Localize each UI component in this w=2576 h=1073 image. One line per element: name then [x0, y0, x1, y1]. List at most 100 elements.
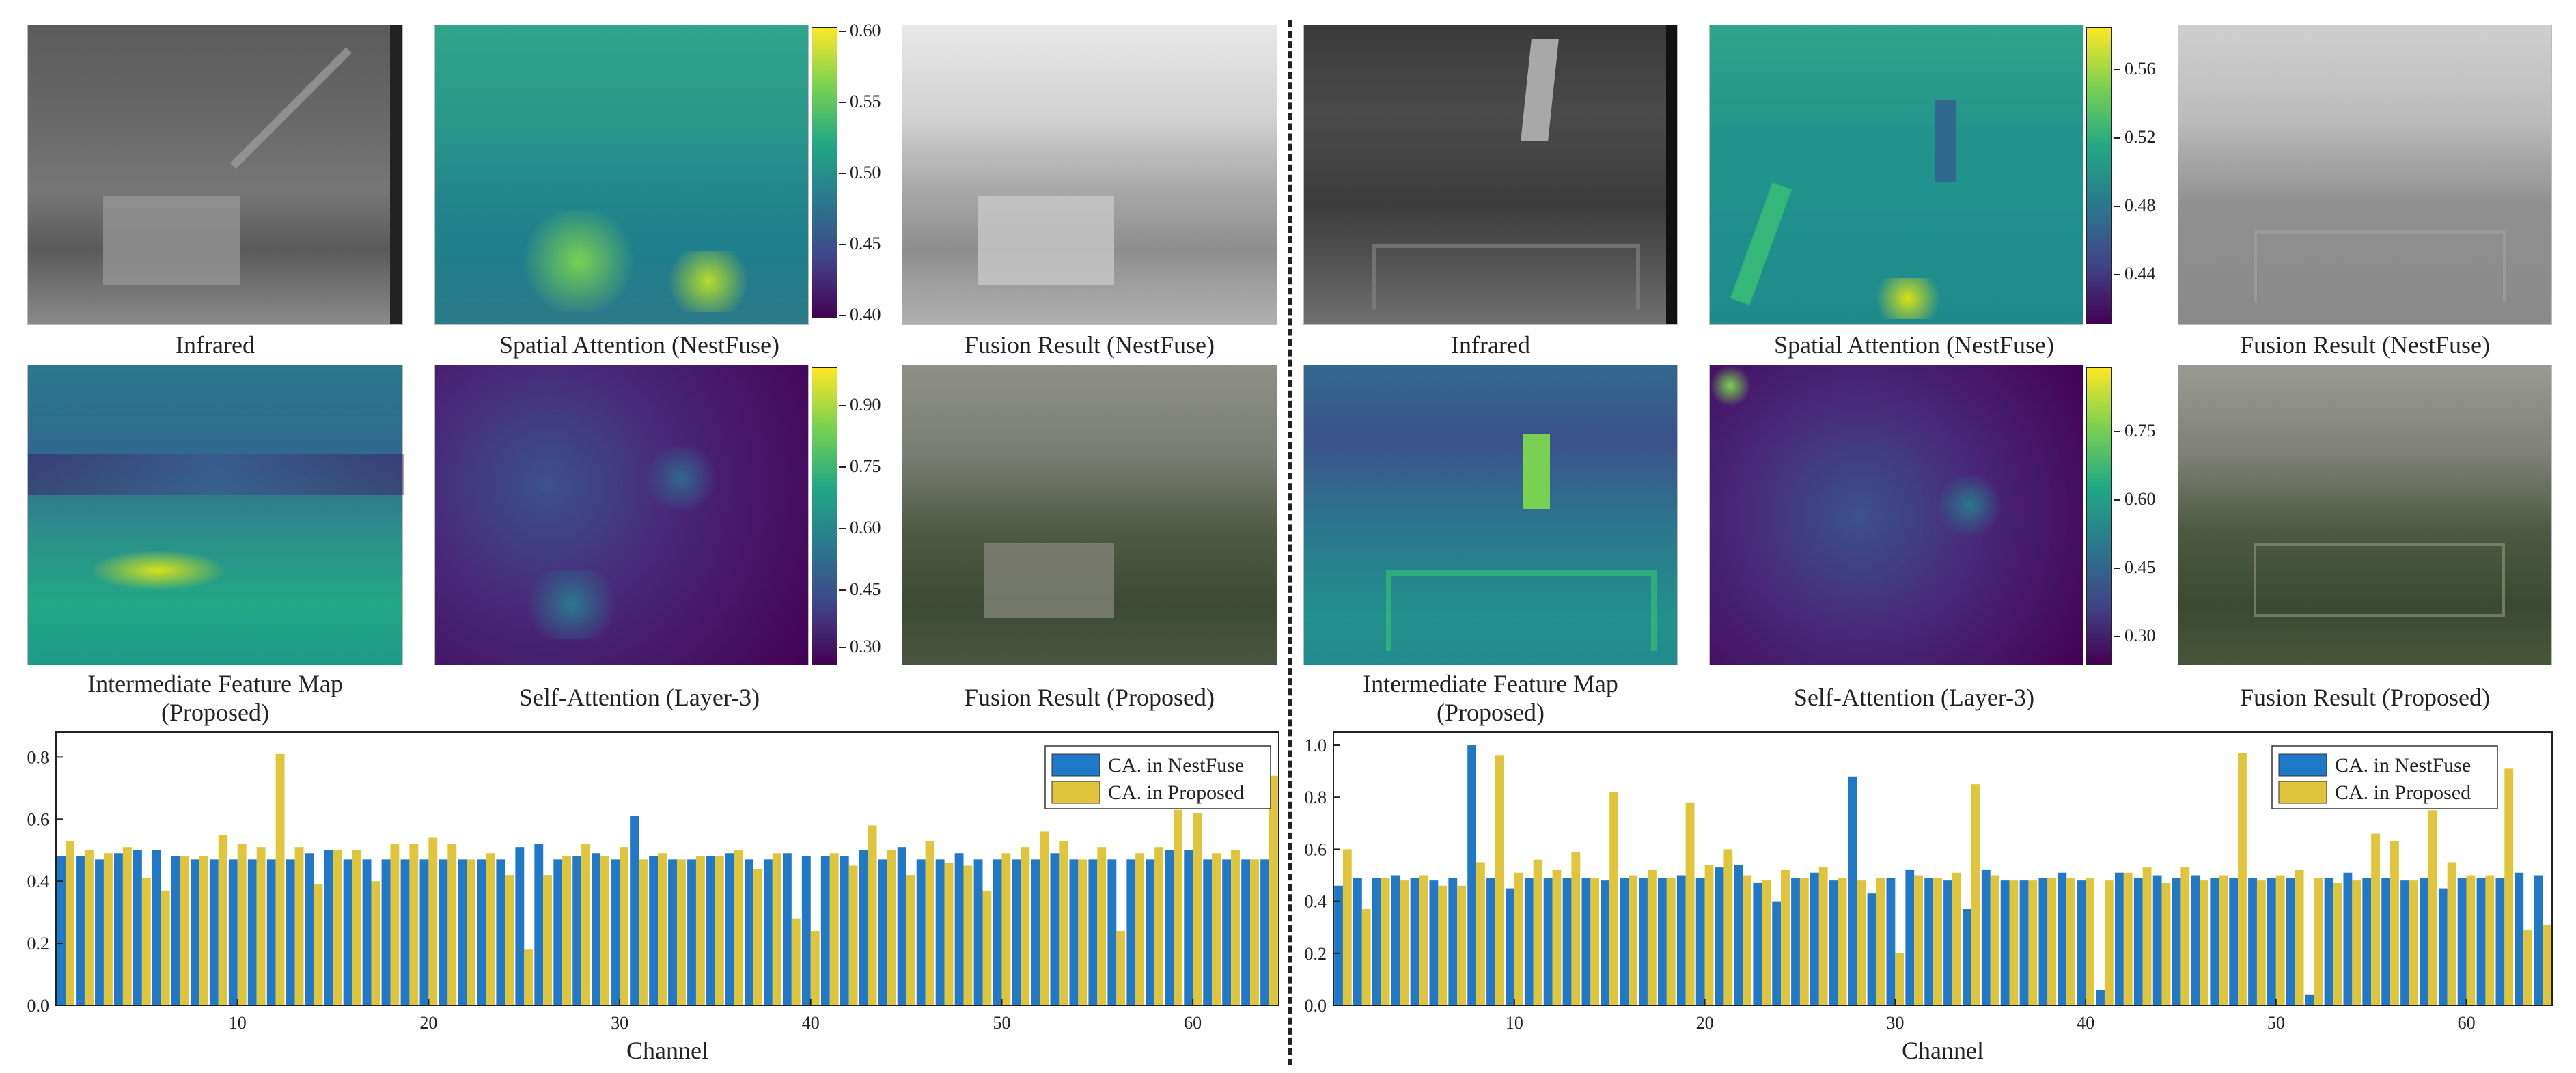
bar-nestfuse — [897, 847, 906, 1005]
bar-proposed — [1438, 885, 1448, 1005]
bar-proposed — [275, 753, 285, 1005]
bar-proposed — [2466, 875, 2476, 1005]
bar-nestfuse — [706, 856, 715, 1005]
x-tick-label: 20 — [419, 1013, 437, 1033]
x-tick-label: 20 — [1696, 1013, 1714, 1033]
bar-proposed — [256, 847, 266, 1005]
bar-proposed — [791, 918, 801, 1005]
plot-frame — [1333, 731, 2553, 1006]
bar-proposed — [2104, 880, 2114, 1005]
bar-proposed — [1914, 875, 1924, 1005]
bar-nestfuse — [1772, 901, 1782, 1005]
bar-proposed — [1552, 869, 1562, 1005]
caption-fusion-nestfuse-left: Fusion Result (NestFuse) — [964, 331, 1215, 359]
bar-proposed — [2086, 878, 2094, 1005]
bar-nestfuse — [1165, 850, 1174, 1005]
bar-proposed — [1174, 809, 1183, 1005]
legend: CA. in NestFuse CA. in Proposed — [1044, 745, 1271, 809]
bar-nestfuse — [1031, 859, 1040, 1005]
y-tick-label: 0.6 — [1305, 839, 1327, 859]
bar-nestfuse — [668, 859, 677, 1005]
infrared-image-right — [1303, 25, 1678, 325]
fusion-result-proposed-right — [2178, 365, 2552, 665]
bar-nestfuse — [801, 856, 811, 1005]
bar-nestfuse — [2058, 872, 2067, 1005]
bar-proposed — [2352, 880, 2362, 1005]
legend-swatch-proposed — [1051, 781, 1100, 804]
colorbar-right-top — [2086, 27, 2112, 324]
colorbar-left-top — [812, 27, 837, 318]
bar-proposed — [1723, 849, 1733, 1005]
colorbar-tick: 0.50 — [839, 163, 881, 182]
bar-proposed — [428, 837, 438, 1005]
bar-proposed — [1666, 878, 1676, 1005]
bar-proposed — [2333, 882, 2342, 1005]
section-divider — [1288, 20, 1292, 1065]
bar-proposed — [2200, 880, 2209, 1005]
bar-proposed — [1838, 878, 1847, 1005]
bar-nestfuse — [572, 856, 582, 1005]
bar-nestfuse — [400, 859, 410, 1005]
bar-nestfuse — [1676, 875, 1686, 1005]
bar-nestfuse — [190, 859, 199, 1005]
y-tick-label: 0.8 — [27, 747, 50, 767]
bar-nestfuse — [1962, 909, 1971, 1005]
bar-nestfuse — [1829, 880, 1838, 1005]
bar-proposed — [1040, 831, 1049, 1005]
bar-proposed — [1895, 953, 1905, 1005]
bar-nestfuse — [1069, 859, 1079, 1005]
bar-proposed — [1231, 850, 1240, 1005]
x-tick-label: 50 — [993, 1013, 1010, 1033]
colorbar-left-bottom — [812, 367, 837, 665]
bar-proposed — [944, 862, 954, 1005]
bar-proposed — [1704, 865, 1714, 1005]
bar-nestfuse — [57, 856, 66, 1005]
bar-nestfuse — [649, 856, 659, 1005]
bar-nestfuse — [95, 859, 104, 1005]
x-tick-label: 10 — [1506, 1013, 1523, 1033]
y-tick-label: 0.8 — [1305, 788, 1327, 807]
bar-nestfuse — [2457, 878, 2467, 1005]
bar-proposed — [1571, 852, 1581, 1005]
bar-proposed — [122, 847, 132, 1005]
x-tick-label: 40 — [2077, 1013, 2094, 1033]
colorbar-tick: 0.60 — [839, 20, 881, 40]
bar-proposed — [658, 853, 667, 1005]
bar-proposed — [1021, 847, 1030, 1005]
bar-proposed — [1685, 802, 1695, 1005]
bar-nestfuse — [1184, 850, 1193, 1005]
colorbar-tick: 0.52 — [2114, 127, 2156, 147]
bar-proposed — [810, 930, 820, 1005]
bar-nestfuse — [1695, 878, 1705, 1005]
bar-nestfuse — [1448, 878, 1458, 1005]
bar-nestfuse — [1848, 776, 1857, 1005]
bar-proposed — [2219, 875, 2228, 1005]
bar-proposed — [1990, 875, 1999, 1005]
bar-proposed — [218, 835, 227, 1005]
bar-nestfuse — [2419, 878, 2428, 1005]
bar-proposed — [1743, 875, 1752, 1005]
bar-proposed — [2009, 880, 2019, 1005]
bar-nestfuse — [1410, 878, 1419, 1005]
y-tick-label: 0.6 — [27, 809, 50, 829]
y-tick-label: 0.4 — [27, 872, 50, 891]
bar-proposed — [2428, 810, 2437, 1005]
bar-proposed — [65, 841, 74, 1005]
bar-proposed — [2161, 882, 2171, 1005]
bar-nestfuse — [1241, 859, 1251, 1005]
bar-proposed — [2180, 867, 2190, 1005]
bar-nestfuse — [1715, 867, 1724, 1005]
caption-fusion-nestfuse-right: Fusion Result (NestFuse) — [2239, 331, 2490, 359]
legend: CA. in NestFuse CA. in Proposed — [2271, 745, 2498, 809]
bar-nestfuse — [1867, 893, 1876, 1005]
bar-proposed — [103, 853, 113, 1005]
legend-label: CA. in Proposed — [2335, 781, 2471, 804]
bar-nestfuse — [2476, 878, 2486, 1005]
caption-infrared-left: Infrared — [176, 331, 255, 359]
bar-nestfuse — [993, 859, 1002, 1005]
bar-proposed — [734, 850, 743, 1005]
bar-proposed — [2314, 878, 2323, 1005]
bar-proposed — [906, 875, 915, 1005]
bar-nestfuse — [630, 816, 639, 1005]
caption-self-attention-left: Self-Attention (Layer-3) — [518, 684, 760, 711]
